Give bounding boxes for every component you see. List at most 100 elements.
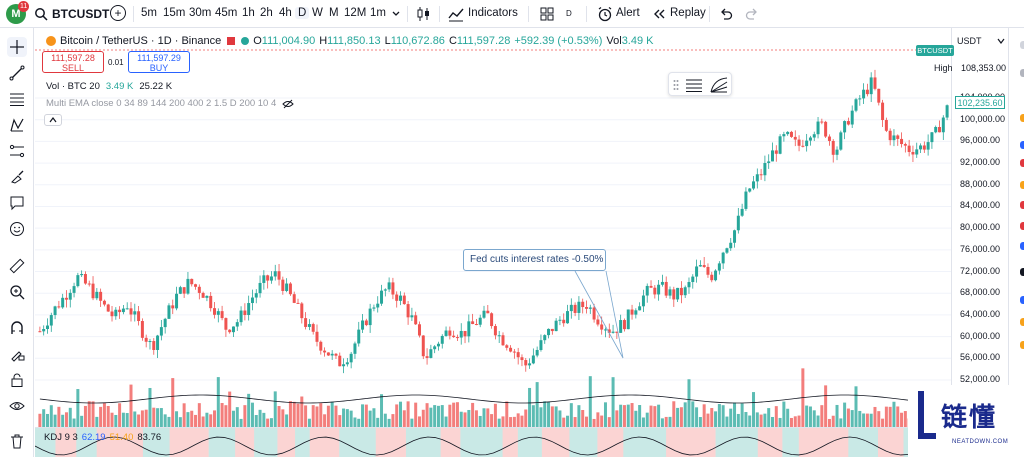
replay-button[interactable]: Replay: [670, 7, 706, 19]
volume-bar: [296, 403, 300, 427]
sidebar-tab[interactable]: [1020, 141, 1024, 149]
price-chart[interactable]: [35, 28, 951, 427]
indicators-icon[interactable]: [448, 6, 464, 22]
sidebar-tab[interactable]: [1020, 242, 1024, 250]
candles-chart-type-icon[interactable]: [416, 6, 432, 22]
interval-15m[interactable]: 15m: [163, 7, 186, 19]
sidebar-tab[interactable]: [1020, 268, 1024, 276]
interval-1h[interactable]: 1h: [242, 7, 255, 19]
measure-ruler-icon[interactable]: [7, 141, 27, 161]
candlestick-plot[interactable]: [35, 28, 951, 427]
price-tick-label: 72,000.00: [960, 265, 1001, 276]
flag-icon[interactable]: [227, 37, 236, 45]
candle-body: [657, 284, 661, 295]
candle-body: [808, 137, 812, 141]
horizontal-ray-icon[interactable]: [685, 77, 703, 93]
candle-body: [102, 300, 106, 305]
candle-body: [896, 135, 900, 139]
lock-drawing-icon[interactable]: [7, 344, 27, 364]
pattern-tool-icon[interactable]: [7, 115, 27, 135]
interval-45m[interactable]: 45m: [215, 7, 238, 19]
crosshair-icon[interactable]: [7, 37, 27, 57]
chart-annotation[interactable]: Fed cuts interest rates -0.50%: [463, 249, 606, 271]
candle-body: [114, 309, 118, 317]
candle-body: [231, 326, 235, 333]
notification-badge[interactable]: 11: [18, 1, 30, 12]
redo-icon[interactable]: [745, 6, 759, 22]
ruler-icon[interactable]: [7, 256, 27, 276]
brush-icon[interactable]: [7, 167, 27, 187]
candle-body: [820, 121, 824, 123]
interval-d[interactable]: D: [295, 7, 310, 19]
sidebar-tab[interactable]: [1020, 181, 1024, 189]
interval-4h[interactable]: 4h: [279, 7, 292, 19]
eye-visibility-icon[interactable]: [7, 396, 27, 416]
kdj-pane[interactable]: [35, 427, 908, 457]
candle-body: [569, 304, 573, 312]
interval-dropdown-chevron-icon[interactable]: [391, 6, 401, 22]
volume-bar: [786, 408, 790, 427]
alert-clock-icon[interactable]: [597, 6, 613, 22]
lock-icon[interactable]: [7, 370, 27, 390]
candle-body: [698, 265, 702, 267]
sidebar-tab[interactable]: [1020, 341, 1024, 349]
emoji-icon[interactable]: [7, 219, 27, 239]
sidebar-tab[interactable]: [1020, 114, 1024, 122]
sidebar-tab[interactable]: [1020, 41, 1024, 49]
interval-m[interactable]: M: [329, 7, 339, 19]
volume-indicator-legend[interactable]: Vol · BTC 20 3.49 K 25.22 K: [46, 81, 172, 92]
horizontal-lines-icon[interactable]: [7, 89, 27, 109]
magnet-icon[interactable]: [7, 318, 27, 338]
candle-body: [239, 310, 243, 323]
candle-body: [558, 319, 562, 321]
replay-icon[interactable]: [652, 6, 666, 22]
layout-badge[interactable]: D: [566, 9, 572, 18]
zoom-in-icon[interactable]: [7, 282, 27, 302]
candle-body: [87, 283, 91, 285]
sidebar-tab[interactable]: [1020, 201, 1024, 209]
interval-12m[interactable]: 12M: [344, 7, 367, 19]
floating-drawing-toolbar[interactable]: [668, 72, 732, 96]
currency-selector[interactable]: USDT: [955, 33, 1007, 48]
candle-body: [915, 149, 919, 155]
candle-body: [353, 343, 357, 354]
candle-body: [474, 324, 478, 326]
interval-30m[interactable]: 30m: [189, 7, 212, 19]
interval-2h[interactable]: 2h: [260, 7, 273, 19]
symbol-name[interactable]: BTCUSDT: [52, 7, 110, 21]
candle-body: [163, 318, 167, 328]
hidden-eye-icon[interactable]: [282, 99, 294, 109]
compare-symbol-button[interactable]: +: [110, 5, 126, 21]
volume-bar: [163, 414, 167, 427]
text-comment-icon[interactable]: [7, 193, 27, 213]
interval-1m[interactable]: 1m: [370, 7, 386, 19]
buy-button[interactable]: 111,597.29 BUY: [128, 51, 190, 73]
sidebar-tab[interactable]: [1020, 69, 1024, 77]
interval-w[interactable]: W: [312, 7, 323, 19]
ema-indicator-legend[interactable]: Multi EMA close 0 34 89 144 200 400 2 1.…: [46, 98, 294, 109]
price-tick-label: 92,000.00: [960, 157, 1001, 168]
trash-icon[interactable]: [7, 431, 27, 451]
collapse-legend-button[interactable]: [44, 114, 62, 126]
interval-5m[interactable]: 5m: [141, 7, 157, 19]
sidebar-tab[interactable]: [1020, 318, 1024, 326]
indicators-button[interactable]: Indicators: [468, 7, 518, 19]
candle-body: [190, 278, 194, 285]
kdj-zone: [55, 428, 77, 457]
chart-title[interactable]: Bitcoin / TetherUS · 1D · Binance: [60, 35, 222, 47]
search-icon[interactable]: [34, 7, 48, 21]
layout-grid-icon[interactable]: [540, 6, 554, 22]
trend-line-icon[interactable]: [7, 63, 27, 83]
sidebar-tab[interactable]: [1020, 159, 1024, 167]
sidebar-tab[interactable]: [1020, 296, 1024, 304]
fan-lines-icon[interactable]: [710, 77, 728, 93]
alert-button[interactable]: Alert: [616, 7, 640, 19]
kdj-zone: [277, 428, 296, 457]
sidebar-tab[interactable]: [1020, 222, 1024, 230]
drag-handle-icon[interactable]: [673, 79, 679, 91]
volume-bar: [292, 401, 296, 427]
volume-bar: [573, 417, 577, 427]
undo-icon[interactable]: [719, 6, 733, 22]
candle-body: [850, 110, 854, 125]
sell-button[interactable]: 111,597.28 SELL: [42, 51, 104, 73]
